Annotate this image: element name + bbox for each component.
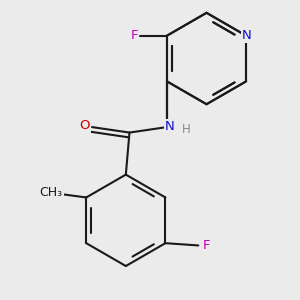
Text: H: H [182,123,191,136]
Text: F: F [130,29,138,42]
Text: N: N [242,29,252,42]
Text: O: O [80,119,90,132]
Text: CH₃: CH₃ [40,186,63,200]
Text: N: N [243,29,253,42]
Text: N: N [165,120,175,133]
Text: F: F [202,239,210,252]
